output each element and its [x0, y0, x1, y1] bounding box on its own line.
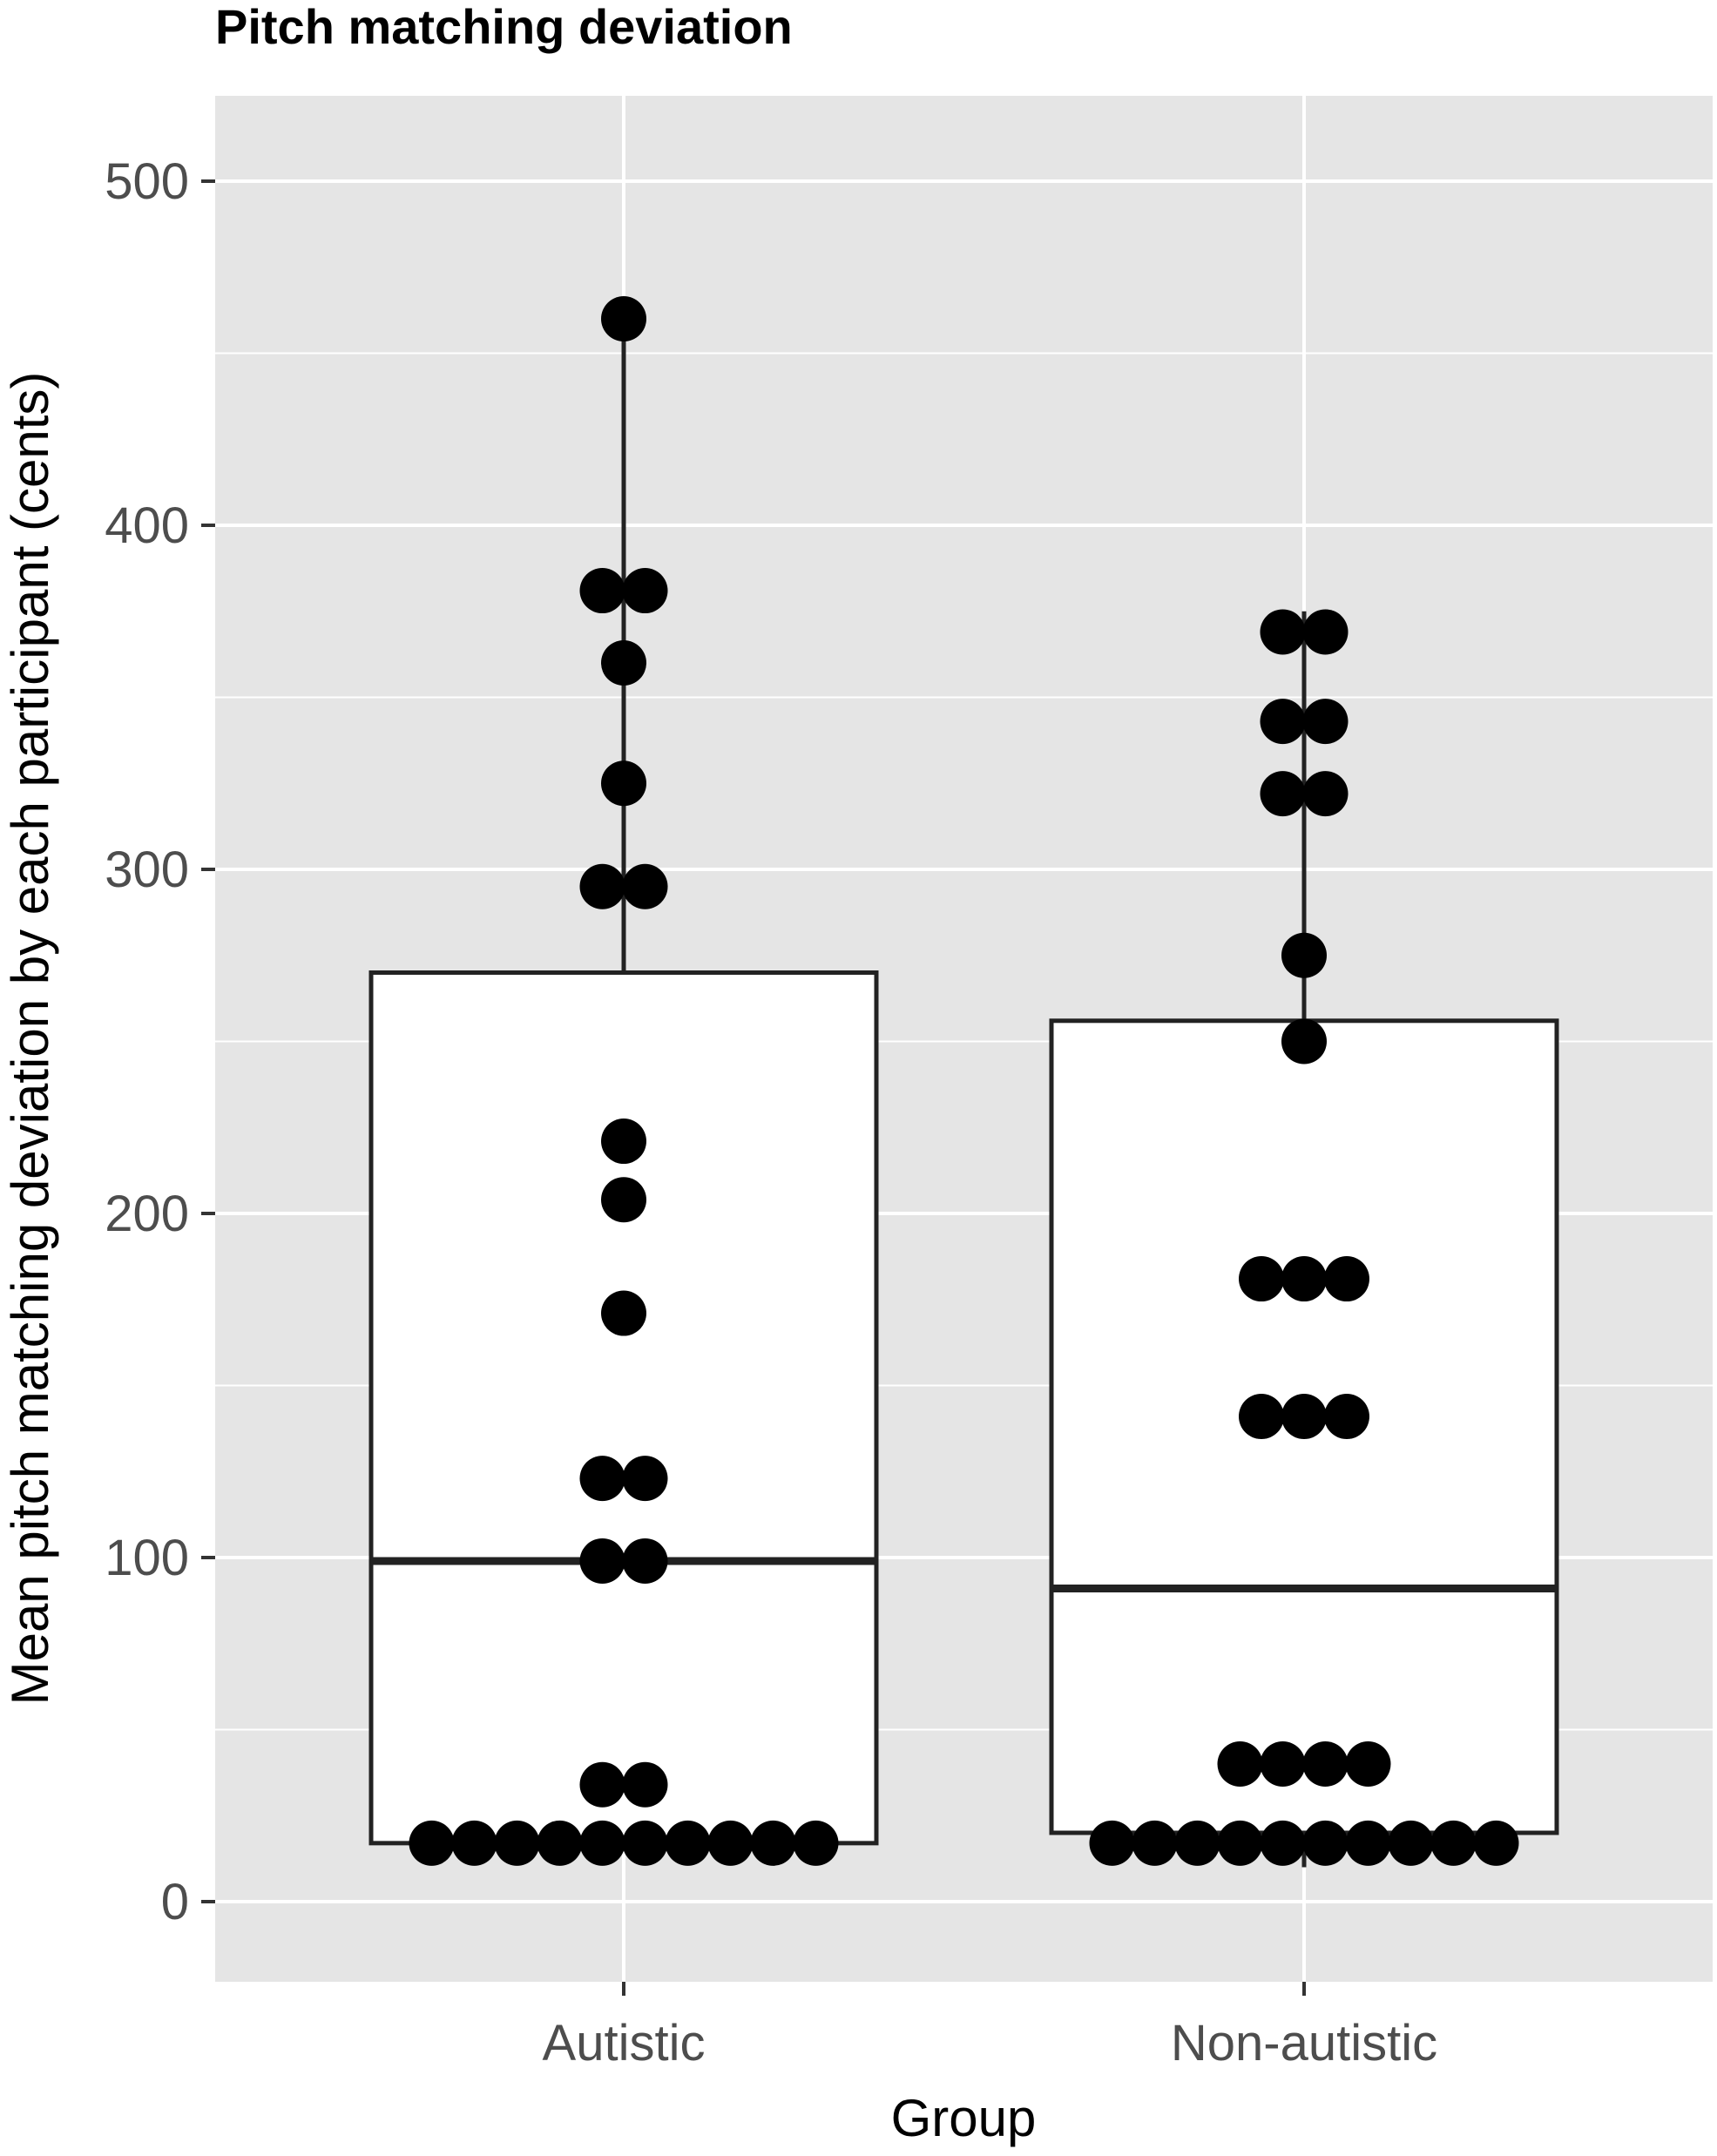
- data-point: [1281, 1018, 1327, 1064]
- data-point: [1345, 1820, 1391, 1866]
- data-point: [451, 1820, 497, 1866]
- data-point: [1260, 699, 1306, 745]
- data-point: [622, 863, 668, 909]
- y-tick-label: 400: [105, 497, 189, 554]
- y-tick-label: 300: [105, 841, 189, 898]
- chart-title: Pitch matching deviation: [215, 0, 793, 54]
- data-point: [494, 1820, 540, 1866]
- x-axis-title: Group: [891, 2089, 1037, 2147]
- x-axis: Autistic Non-autistic: [543, 1982, 1437, 2072]
- data-point: [1302, 1741, 1349, 1787]
- data-point: [1132, 1820, 1178, 1866]
- data-point: [1260, 1741, 1306, 1787]
- data-point: [579, 1820, 625, 1866]
- points-autistic: [409, 296, 839, 1866]
- data-point: [601, 640, 646, 686]
- data-point: [1217, 1820, 1263, 1866]
- data-point: [601, 1177, 646, 1223]
- y-tick-label: 500: [105, 153, 189, 210]
- data-point: [1473, 1820, 1519, 1866]
- data-point: [579, 1456, 625, 1502]
- boxplot-non-autistic: [1049, 611, 1559, 1868]
- y-axis: 0 100 200 300 400 500: [105, 153, 215, 1930]
- data-point: [1281, 1256, 1327, 1302]
- data-point: [409, 1820, 455, 1866]
- data-point: [1302, 1820, 1349, 1866]
- data-point: [1302, 699, 1349, 745]
- data-point: [793, 1820, 839, 1866]
- data-point: [579, 1538, 625, 1584]
- y-tick-label: 0: [161, 1874, 189, 1930]
- data-point: [1260, 1820, 1306, 1866]
- data-point: [622, 568, 668, 614]
- data-point: [622, 1538, 668, 1584]
- x-tick-label: Non-autistic: [1171, 2015, 1437, 2072]
- data-point: [707, 1820, 754, 1866]
- data-point: [1089, 1820, 1135, 1866]
- data-point: [622, 1761, 668, 1808]
- data-point: [1324, 1394, 1369, 1440]
- boxplots: [368, 319, 1559, 1868]
- y-axis-title: Mean pitch matching deviation by each pa…: [1, 372, 59, 1706]
- data-point: [1302, 771, 1349, 817]
- data-point: [1281, 1394, 1327, 1440]
- data-point: [1260, 771, 1306, 817]
- data-point: [1260, 609, 1306, 655]
- data-point: [579, 568, 625, 614]
- data-point: [579, 863, 625, 909]
- data-point: [1324, 1256, 1369, 1302]
- data-point: [579, 1761, 625, 1808]
- data-point: [601, 1119, 646, 1165]
- data-point: [1430, 1820, 1477, 1866]
- data-point: [1281, 932, 1327, 978]
- data-point: [537, 1820, 583, 1866]
- data-point: [1239, 1394, 1284, 1440]
- y-tick-label: 200: [105, 1186, 189, 1242]
- data-point: [1302, 609, 1349, 655]
- data-point: [1174, 1820, 1220, 1866]
- box-iqr: [368, 970, 879, 1846]
- data-point: [601, 760, 646, 807]
- y-tick-label: 100: [105, 1530, 189, 1586]
- data-point: [750, 1820, 796, 1866]
- x-tick-label: Autistic: [543, 2015, 706, 2072]
- data-point: [665, 1820, 711, 1866]
- data-point: [1388, 1820, 1434, 1866]
- data-point: [622, 1456, 668, 1502]
- points-non-autistic: [1089, 609, 1519, 1866]
- data-points: [409, 296, 1519, 1866]
- data-point: [1217, 1741, 1263, 1787]
- data-point: [1239, 1256, 1284, 1302]
- data-point: [601, 296, 646, 341]
- data-point: [601, 1290, 646, 1336]
- data-point: [622, 1820, 668, 1866]
- data-point: [1345, 1741, 1391, 1787]
